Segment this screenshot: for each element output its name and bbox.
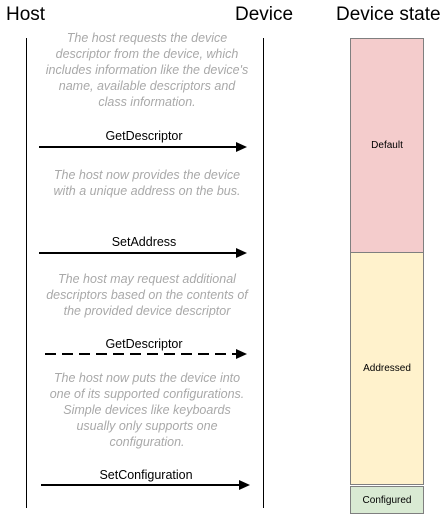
state-addressed-label: Addressed: [363, 363, 411, 374]
note-request-additional-descriptors: The host may request additional descript…: [46, 272, 248, 318]
device-column-header: Device: [235, 4, 294, 25]
state-default-label: Default: [371, 140, 403, 151]
message-label-set-address: SetAddress: [111, 235, 177, 249]
arrowhead-set-address: [236, 248, 247, 258]
arrowhead-get-descriptor: [236, 142, 247, 152]
device-lifeline: [263, 38, 264, 508]
state-default: Default: [350, 38, 424, 253]
host-column-header: Host: [6, 4, 46, 25]
message-label-set-configuration: SetConfiguration: [99, 468, 193, 482]
message-label-get-descriptor: GetDescriptor: [105, 129, 183, 143]
state-configured: Configured: [350, 486, 424, 514]
note-provide-address: The host now provides the device with a …: [53, 168, 241, 198]
arrowhead-get-descriptor-optional: [236, 349, 247, 359]
host-lifeline: [26, 38, 27, 508]
device-state-column-header: Device state: [336, 4, 441, 25]
note-set-configuration: The host now puts the device into one of…: [49, 371, 245, 449]
note-request-device-descriptor: The host requests the device descriptor …: [45, 31, 249, 109]
message-label-get-descriptor-optional: GetDescriptor: [105, 337, 183, 351]
arrowhead-set-configuration: [239, 480, 250, 490]
state-addressed: Addressed: [350, 252, 424, 485]
state-configured-label: Configured: [362, 494, 412, 506]
